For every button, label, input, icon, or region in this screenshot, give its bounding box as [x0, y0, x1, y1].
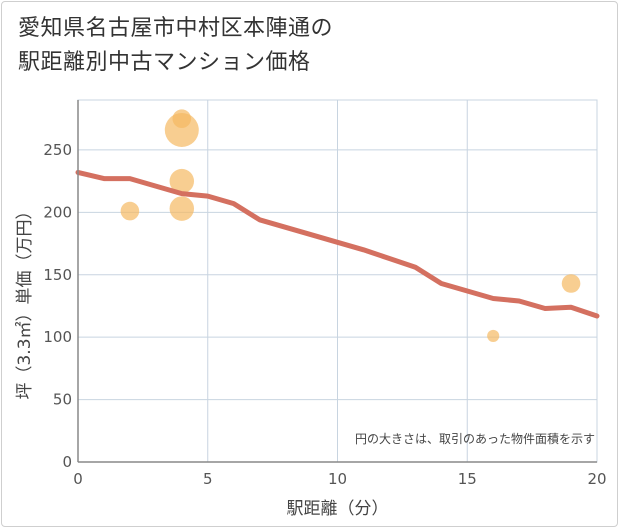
x-tick-label: 0: [73, 470, 83, 488]
data-bubble: [169, 196, 195, 221]
chart-title-line2: 駅距離別中古マンション価格: [18, 50, 311, 75]
x-tick-label: 10: [328, 470, 347, 488]
x-tick-label: 5: [203, 470, 213, 488]
y-tick-label: 250: [43, 141, 72, 159]
y-tick-label: 200: [43, 203, 72, 221]
x-axis-title: 駅距離（分）: [287, 499, 389, 519]
x-tick-label: 15: [458, 470, 477, 488]
x-tick-label: 20: [587, 470, 606, 488]
chart-title-line1: 愛知県名古屋市中村区本陣通の: [18, 16, 334, 41]
bubbles-layer: [120, 109, 581, 343]
y-tick-label: 100: [43, 328, 72, 346]
labels-layer: 0 5 10 15 20050100150200250駅距離（分）坪（3.3㎡）単価（万…: [15, 141, 607, 519]
data-bubble: [169, 168, 195, 194]
trend-line: [75, 169, 600, 319]
data-bubble: [164, 112, 199, 147]
y-tick-label: 150: [43, 266, 72, 284]
axes-layer: [77, 100, 597, 463]
y-tick-label: 0: [62, 453, 72, 471]
y-axis-title: 坪（3.3㎡）単価（万円）: [15, 202, 35, 399]
data-bubble: [561, 274, 581, 293]
data-bubble: [487, 329, 500, 343]
grid-lines: [77, 99, 598, 463]
size-legend-note: 円の大きさは、取引のあった物件面積を示す: [355, 431, 595, 446]
chart-title: 愛知県名古屋市中村区本陣通の 駅距離別中古マンション価格: [18, 12, 333, 80]
trend-layer: [75, 169, 600, 319]
y-tick-label: 50: [53, 391, 72, 409]
data-bubble: [120, 201, 140, 221]
